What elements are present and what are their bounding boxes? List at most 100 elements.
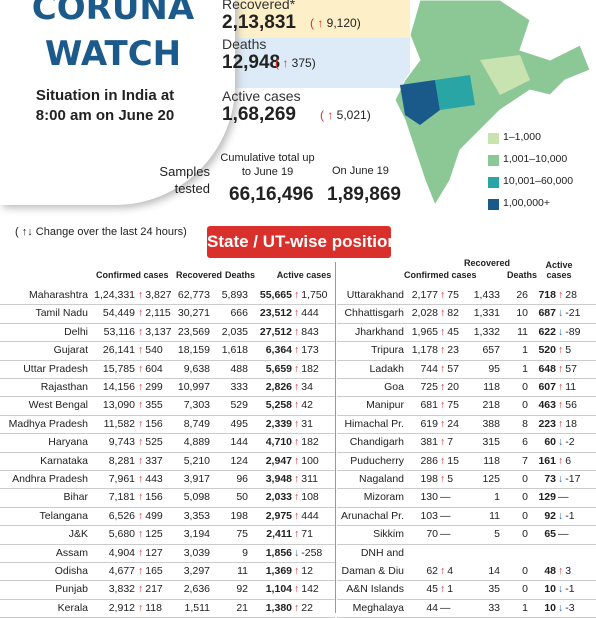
confirmed: 198	[420, 473, 438, 485]
confirmed-change: 57	[440, 360, 476, 378]
state-name: Madhya Pradesh	[8, 417, 88, 430]
stat-change: 375	[275, 56, 316, 70]
state-name: Kerala	[57, 601, 88, 614]
confirmed: 1,24,331	[94, 289, 135, 301]
deaths: 0	[522, 473, 528, 485]
stat-value: 2,13,831	[222, 12, 296, 33]
active-change: 57	[558, 360, 596, 378]
active: 48	[544, 564, 556, 577]
active: 607	[538, 381, 556, 393]
deaths: 488	[230, 362, 248, 375]
confirmed: 681	[420, 399, 438, 412]
state-name: Himachal Pr.	[344, 417, 404, 430]
confirmed-change: 23	[440, 341, 476, 359]
confirmed-change: 7	[440, 433, 476, 451]
state-name: Telangana	[39, 509, 88, 522]
recovered: 3,297	[183, 565, 210, 577]
deaths: 2,035	[221, 325, 248, 338]
active-change: -3	[558, 599, 596, 617]
india-shape	[394, 0, 591, 207]
state-name: Uttarakhand	[346, 289, 404, 301]
state-name: West Bengal	[28, 399, 88, 412]
active: 4,710	[265, 436, 292, 449]
deaths: 495	[230, 417, 248, 430]
state-name: Ladakh	[369, 362, 404, 375]
table-row: Tripura 1,17823 657 1 5205	[337, 341, 596, 361]
state-name: Manipur	[366, 399, 404, 412]
state-name: Chandigarh	[349, 436, 404, 449]
divider	[335, 262, 336, 613]
table-row: Ladakh7445795164857	[337, 360, 596, 379]
deaths: 0	[522, 583, 528, 596]
deaths: 21	[236, 601, 248, 614]
active-change: 28	[558, 286, 596, 304]
confirmed-change: 156	[138, 415, 174, 433]
active-change: 3	[558, 562, 596, 580]
active: 27,512	[259, 325, 292, 338]
deaths: 1	[522, 362, 528, 375]
recovered: 62,773	[177, 289, 210, 301]
deaths: 666	[230, 307, 248, 320]
header: Confirmed cases	[404, 270, 477, 280]
confirmed-change: 443	[138, 470, 174, 488]
confirmed: 54,449	[102, 307, 135, 320]
active-change: -2	[558, 433, 596, 451]
confirmed-change: 5	[440, 470, 476, 488]
confirmed: 4,677	[108, 565, 135, 577]
header: Active cases	[545, 260, 573, 280]
confirmed: 70	[426, 528, 438, 541]
deaths: 92	[236, 583, 248, 596]
active: 1,104	[265, 583, 292, 596]
active-change: 182	[294, 360, 334, 378]
title: CORUNA	[31, 0, 195, 28]
recovered: 218	[482, 399, 500, 412]
active-change: 22	[294, 599, 334, 617]
day-value: 1,89,869	[327, 184, 401, 205]
active: 3,948	[265, 473, 292, 485]
deaths: 9	[242, 546, 248, 559]
state-name: Mizoram	[363, 491, 404, 504]
header: Recovered	[464, 258, 511, 268]
active-change: 311	[294, 470, 334, 488]
recovered: 3,039	[183, 546, 210, 559]
recovered: 1,331	[473, 307, 500, 320]
table-row: Kerala 2,912118 1,511 21 1,38022	[0, 599, 335, 618]
table-row: Uttarakhand 2,177751,433 26 71828	[337, 286, 596, 306]
confirmed-change: —	[440, 601, 451, 614]
header: Confirmed cases	[96, 270, 169, 280]
stat-value: 1,68,269	[222, 104, 296, 125]
samples-label: Samples tested	[159, 164, 210, 196]
active-change: 11	[558, 378, 596, 396]
confirmed: 15,785	[102, 362, 135, 375]
header: Deaths	[225, 270, 256, 280]
state-name: Nagaland	[359, 473, 404, 485]
table-row: Goa 72520 118 0 60711	[337, 378, 596, 398]
table-row: Arunachal Pr. 103— 11 0 92-1	[337, 507, 596, 527]
legend-label: 10,001–60,000	[503, 175, 574, 187]
recovered: 5	[494, 528, 500, 541]
stat-value: 12,948	[222, 52, 281, 73]
table-row: Mizoram 130—1 0 129—	[337, 488, 596, 508]
confirmed-change: 3,827	[138, 286, 174, 304]
recovered: 23,569	[177, 325, 210, 338]
deaths: 0	[522, 491, 528, 504]
active-change: 18	[558, 415, 596, 433]
day-label: On June 19	[332, 165, 389, 177]
confirmed: 26,141	[102, 344, 135, 357]
confirmed-change: 45	[440, 323, 476, 341]
deaths: 0	[522, 528, 528, 541]
deaths: 124	[230, 454, 248, 467]
active: 2,826	[265, 381, 292, 393]
deaths: 11	[517, 325, 528, 338]
active: 2,033	[265, 491, 292, 504]
table-row: Chandigarh 3817 315 6 60-2	[337, 433, 596, 453]
region	[480, 55, 530, 95]
active: 2,411	[266, 528, 292, 541]
active-change: -17	[558, 470, 596, 488]
confirmed: 744	[420, 362, 438, 375]
active: 2,947	[265, 454, 292, 467]
active-change: -21	[558, 304, 596, 322]
active: 223	[538, 417, 556, 430]
state-name: Maharashtra	[29, 289, 88, 301]
recovered: 125	[482, 473, 500, 485]
